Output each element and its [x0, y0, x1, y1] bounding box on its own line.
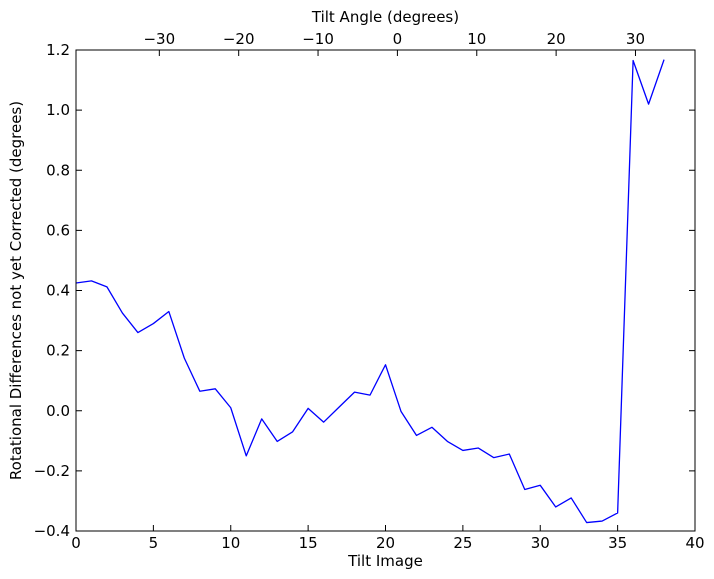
- top-x-axis-label: Tilt Angle (degrees): [311, 8, 459, 26]
- y-tick-label: 1.0: [46, 101, 70, 119]
- x-tick-label: 30: [531, 534, 550, 552]
- x2-tick-label: −20: [223, 30, 255, 48]
- x-tick-label: 5: [149, 534, 159, 552]
- plot-frame: [75, 49, 696, 532]
- x-tick-label: 15: [299, 534, 318, 552]
- x-axis-label: Tilt Image: [347, 552, 423, 570]
- x2-tick-label: 10: [467, 30, 486, 48]
- x-tick-label: 20: [376, 534, 395, 552]
- y-axis-label: Rotational Differences not yet Corrected…: [7, 101, 25, 480]
- series-line: [75, 59, 665, 524]
- y-tick-label: 0.8: [46, 161, 70, 179]
- x-tick-label: 25: [453, 534, 472, 552]
- y-tick-label: −0.4: [34, 522, 70, 540]
- x2-tick-label: 20: [547, 30, 566, 48]
- x-tick-label: 10: [221, 534, 240, 552]
- x2-tick-label: 30: [626, 30, 645, 48]
- y-tick-label: 0.2: [46, 342, 70, 360]
- tick-labels-layer: 0 5 10 15 20 25 30 35 40 −30 −20 −10 0 10 20 30 −0.4 −0.2…: [34, 30, 705, 552]
- y-tick-label: 0.4: [46, 282, 70, 300]
- x2-tick-label: −10: [302, 30, 334, 48]
- y-tick-label: −0.2: [34, 462, 70, 480]
- x-tick-label: 35: [608, 534, 627, 552]
- x-tick-label: 0: [71, 534, 81, 552]
- x2-tick-label: 0: [393, 30, 403, 48]
- x2-tick-label: −30: [143, 30, 175, 48]
- y-tick-label: 0.0: [46, 402, 70, 420]
- plot-area: [76, 50, 695, 531]
- y-tick-label: 0.6: [46, 221, 70, 239]
- y-tick-label: 1.2: [46, 41, 70, 59]
- x-tick-label: 40: [685, 534, 704, 552]
